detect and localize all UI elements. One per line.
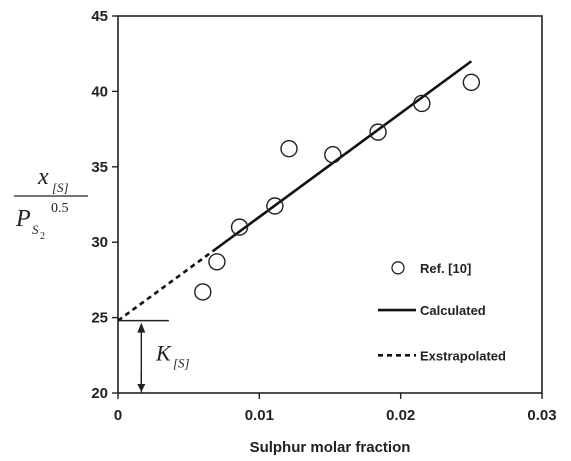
data-point xyxy=(194,283,212,301)
data-point xyxy=(462,73,481,92)
k-arrow-down-head xyxy=(137,384,146,392)
data-point xyxy=(324,146,342,164)
calculated-line xyxy=(211,60,473,253)
k-arrow-up-head xyxy=(137,322,146,333)
y-tick-label: 20 xyxy=(91,385,108,402)
y-title-denominator-subsub: 2 xyxy=(40,231,45,242)
legend-label: Calculated xyxy=(420,303,486,318)
x-tick-label: 0 xyxy=(114,407,122,424)
y-axis: 20 25 30 35 40 45 xyxy=(91,8,118,402)
y-axis-title: x [S] P S 2 0.5 xyxy=(14,164,88,242)
plot-area xyxy=(117,15,543,394)
legend-label: Ref. [10] xyxy=(420,261,471,276)
k-label: K xyxy=(155,341,172,366)
y-tick-label: 25 xyxy=(91,310,108,327)
k-label-sub: [S] xyxy=(173,356,190,371)
y-title-numerator: x xyxy=(37,164,49,190)
data-point xyxy=(266,197,284,215)
series-points xyxy=(194,73,481,301)
y-title-denominator-sub: S xyxy=(32,222,39,237)
x-tick-label: 0.02 xyxy=(386,407,415,424)
legend-marker-ref xyxy=(391,261,405,275)
y-title-denominator: P xyxy=(15,206,31,232)
k-annotation: K [S] xyxy=(118,319,190,393)
data-point xyxy=(208,253,226,271)
x-axis-title: Sulphur molar fraction xyxy=(250,439,411,456)
data-point xyxy=(280,140,298,158)
y-tick-label: 30 xyxy=(91,234,108,251)
data-point xyxy=(413,94,431,113)
series-lines xyxy=(117,60,473,322)
x-tick-label: 0.03 xyxy=(527,407,556,424)
y-title-numerator-sub: [S] xyxy=(52,180,69,195)
data-point xyxy=(230,218,249,236)
y-title-denominator-sup: 0.5 xyxy=(51,201,69,216)
data-point xyxy=(369,123,387,141)
x-tick-label: 0.01 xyxy=(245,407,274,424)
legend: Ref. [10] Calculated Exstrapolated xyxy=(378,261,506,363)
x-axis: 0 0.01 0.02 0.03 xyxy=(114,393,557,424)
y-tick-label: 45 xyxy=(91,8,108,25)
extrapolated-line xyxy=(117,250,214,322)
y-tick-label: 40 xyxy=(91,83,108,100)
y-tick-label: 35 xyxy=(91,159,108,176)
legend-label: Exstrapolated xyxy=(420,348,506,363)
